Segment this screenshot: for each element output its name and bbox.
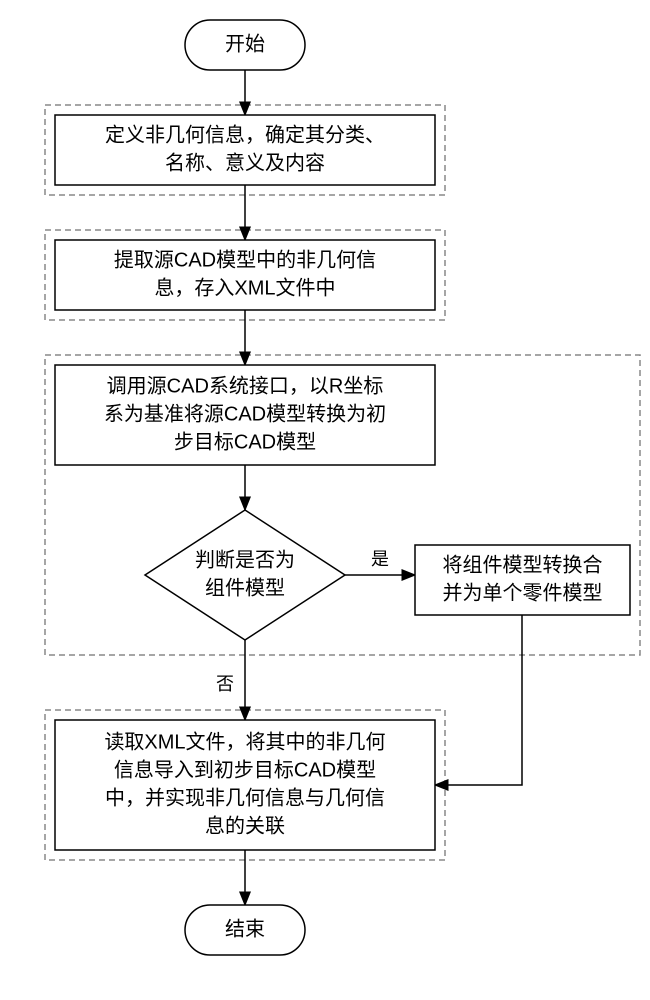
svg-text:结束: 结束 — [225, 917, 265, 940]
svg-text:并为单个零件模型: 并为单个零件模型 — [443, 581, 603, 604]
svg-text:组件模型: 组件模型 — [205, 576, 285, 599]
svg-text:息的关联: 息的关联 — [205, 814, 285, 837]
svg-text:将组件模型转换合: 将组件模型转换合 — [443, 553, 603, 576]
edge-label-5: 否 — [216, 674, 234, 694]
svg-text:信息导入到初步目标CAD模型: 信息导入到初步目标CAD模型 — [114, 758, 376, 781]
node-decision — [145, 510, 345, 640]
svg-text:调用源CAD系统接口，以R坐标: 调用源CAD系统接口，以R坐标 — [107, 374, 384, 397]
svg-text:中，并实现非几何信息与几何信: 中，并实现非几何信息与几何信 — [105, 786, 385, 809]
svg-text:开始: 开始 — [225, 32, 265, 55]
edge-label-4: 是 — [371, 549, 389, 569]
svg-text:判断是否为: 判断是否为 — [195, 548, 295, 571]
svg-text:名称、意义及内容: 名称、意义及内容 — [165, 151, 325, 174]
svg-text:读取XML文件，将其中的非几何: 读取XML文件，将其中的非几何 — [104, 730, 385, 753]
svg-text:定义非几何信息，确定其分类、: 定义非几何信息，确定其分类、 — [105, 123, 385, 146]
svg-text:步目标CAD模型: 步目标CAD模型 — [174, 430, 316, 453]
svg-text:息，存入XML文件中: 息，存入XML文件中 — [154, 276, 335, 299]
svg-text:系为基准将源CAD模型转换为初: 系为基准将源CAD模型转换为初 — [104, 402, 386, 425]
edge-6 — [435, 615, 522, 785]
svg-text:提取源CAD模型中的非几何信: 提取源CAD模型中的非几何信 — [114, 248, 376, 271]
flowchart-canvas: 是否 开始定义非几何信息，确定其分类、名称、意义及内容提取源CAD模型中的非几何信… — [0, 0, 650, 1000]
